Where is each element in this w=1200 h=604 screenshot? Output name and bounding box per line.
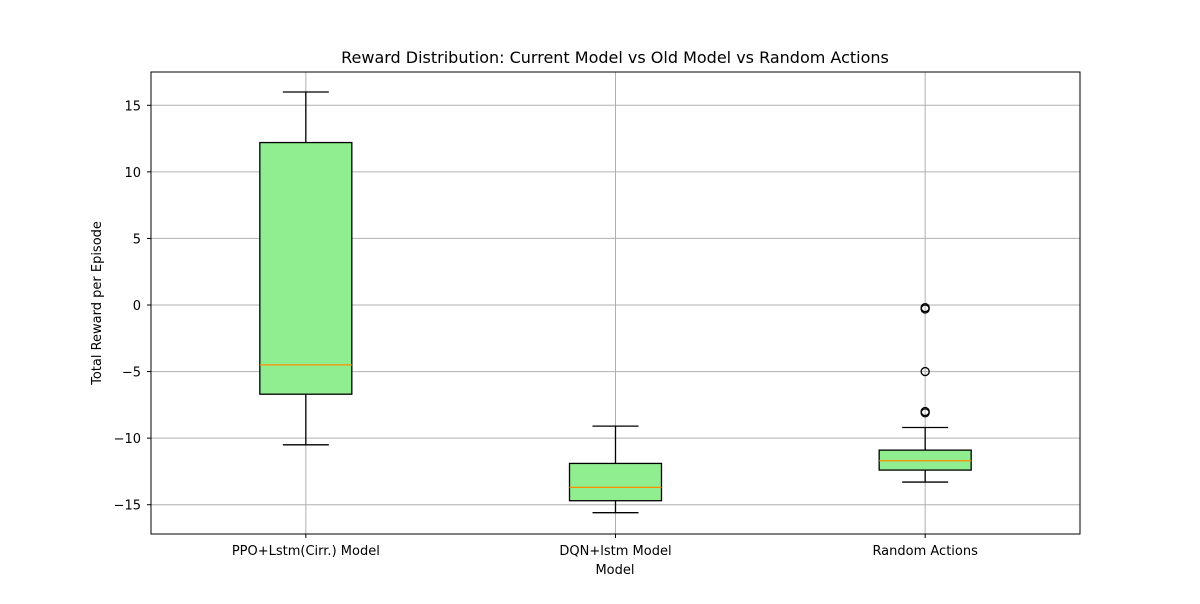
box-iqr	[259, 141, 353, 395]
chart-title: Reward Distribution: Current Model vs Ol…	[341, 48, 889, 67]
y-tick-label: −15	[114, 499, 141, 514]
x-tick-label: DQN+lstm Model	[559, 544, 671, 559]
outlier-point	[920, 304, 930, 314]
outlier-point	[920, 408, 930, 418]
box-layer	[259, 91, 972, 514]
box-group	[259, 91, 353, 446]
box-iqr	[568, 462, 663, 502]
y-tick-label: 10	[124, 166, 141, 181]
y-tick-label: −5	[122, 366, 141, 381]
y-tick-label: 5	[133, 232, 141, 247]
x-tick-label: Random Actions	[872, 544, 978, 559]
tick-layer: 15 10 5 0 −5 −10 −15 PPO+Lstm(Cirr.) Model DQN+l…	[114, 99, 979, 559]
x-axis-label: Model	[595, 563, 634, 578]
box-iqr	[878, 449, 972, 471]
y-tick-label: −10	[114, 432, 141, 447]
box-group	[878, 303, 972, 483]
y-tick-label: 15	[124, 99, 141, 114]
x-tick-label: PPO+Lstm(Cirr.) Model	[232, 544, 380, 559]
y-tick-label: 0	[133, 299, 141, 314]
box-group	[568, 425, 663, 514]
y-axis-label: Total Reward per Episode	[90, 221, 105, 386]
outlier-point	[920, 366, 930, 377]
